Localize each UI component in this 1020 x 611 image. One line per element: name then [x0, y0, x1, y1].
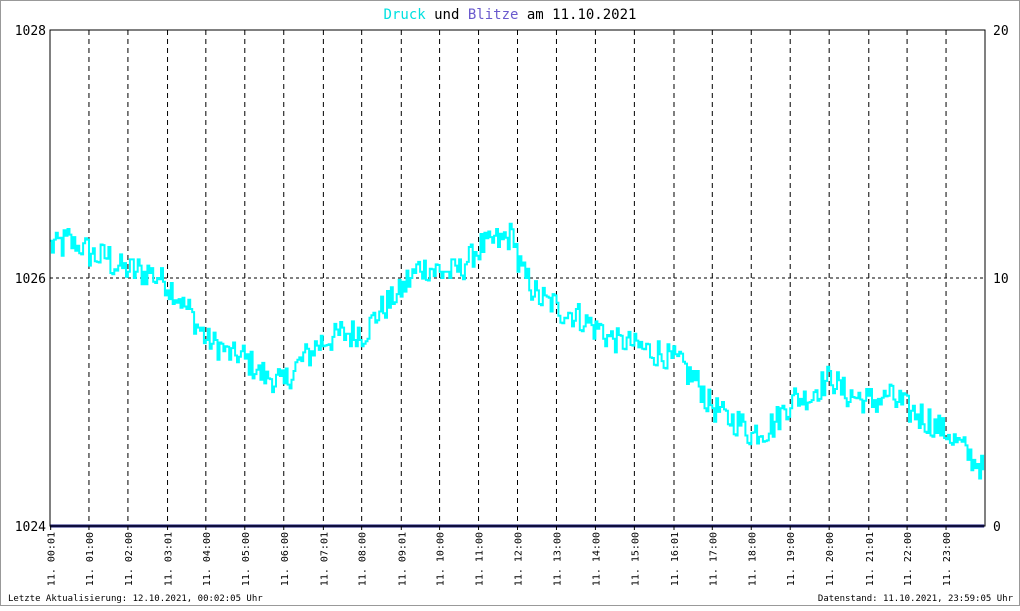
x-tick-label: 11. 06:00 [280, 532, 291, 586]
x-tick-label: 11. 15:00 [630, 532, 641, 586]
footer-last-update: Letzte Aktualisierung: 12.10.2021, 00:02… [8, 594, 263, 604]
y-left-tick-label: 1024 [15, 520, 46, 535]
grid [50, 30, 985, 526]
x-tick-label: 11. 18:00 [747, 532, 758, 586]
pressure-line [50, 222, 985, 480]
x-tick-label: 11. 00:01 [47, 532, 58, 586]
x-tick-label: 11. 08:00 [358, 532, 369, 586]
y-right-tick-label: 10 [993, 272, 1009, 287]
x-tick-label: 11. 13:00 [552, 532, 563, 586]
y-right-tick-label: 0 [993, 520, 1001, 535]
x-tick-label: 11. 05:00 [241, 532, 252, 586]
title-and-word: und [426, 7, 468, 23]
x-tick-label: 11. 19:00 [786, 532, 797, 586]
y-left-tick-label: 1028 [15, 24, 46, 39]
x-tick-label: 11. 01:00 [85, 532, 96, 586]
title-pressure-word: Druck [384, 7, 427, 23]
x-tick-label: 11. 21:01 [865, 532, 876, 586]
x-tick-label: 11. 03:01 [164, 532, 175, 586]
x-tick-label: 11. 04:00 [202, 532, 213, 586]
x-tick-label: 11. 12:00 [514, 532, 525, 586]
chart-title: Druck und Blitze am 11.10.2021 [384, 7, 637, 23]
x-tick-label: 11. 16:01 [670, 532, 681, 586]
title-lightning-word: Blitze [468, 7, 519, 23]
x-tick-label: 11. 02:00 [124, 532, 135, 586]
x-tick-label: 11. 07:01 [319, 532, 330, 586]
x-tick-label: 11. 10:00 [436, 532, 447, 586]
x-tick-label: 11. 17:00 [708, 532, 719, 586]
x-tick-label: 11. 23:00 [942, 532, 953, 586]
y-right-tick-label: 20 [993, 24, 1009, 39]
footer-data-status: Datenstand: 11.10.2021, 23:59:05 Uhr [818, 594, 1014, 604]
x-tick-label: 11. 14:00 [591, 532, 602, 586]
axis-labels: 1024 1026 1028 0 10 20 11. 00:01 11. 01:00 11. 0… [15, 24, 1009, 586]
x-tick-label: 11. 22:00 [903, 532, 914, 586]
y-left-tick-label: 1026 [15, 272, 46, 287]
title-date: am 11.10.2021 [518, 7, 636, 23]
x-tick-label: 11. 09:01 [397, 532, 408, 586]
x-tick-label: 11. 11:00 [475, 532, 486, 586]
x-tick-label: 11. 20:00 [825, 532, 836, 586]
